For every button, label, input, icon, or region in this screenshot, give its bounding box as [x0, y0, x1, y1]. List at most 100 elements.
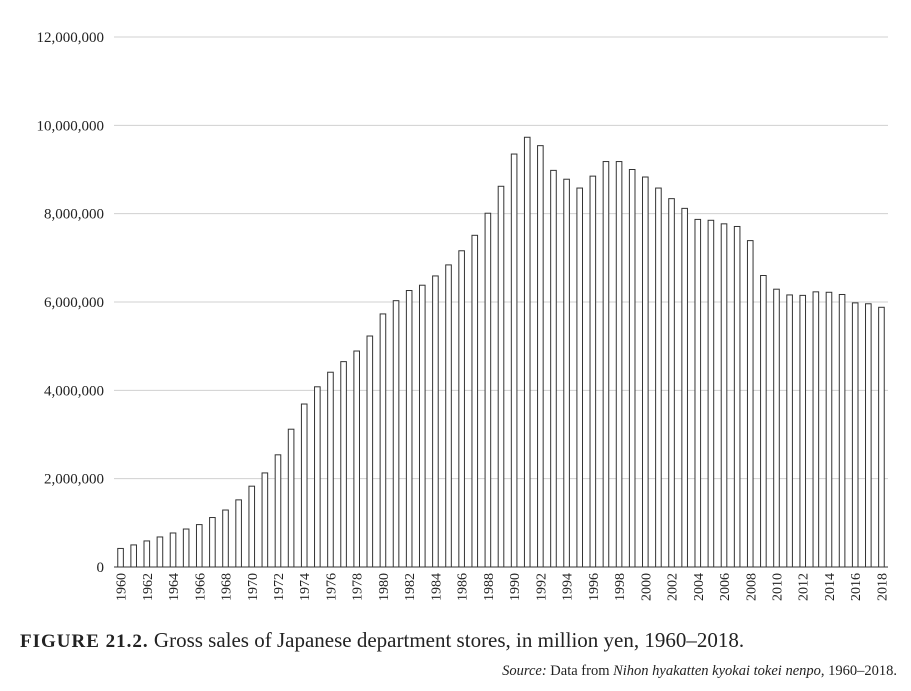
bar-1994 — [563, 178, 570, 568]
bar-1986 — [458, 250, 465, 568]
x-tick-label: 2012 — [797, 573, 812, 601]
bar-1998 — [615, 161, 623, 568]
bar-1985 — [445, 264, 452, 568]
bar-1990 — [510, 153, 518, 568]
x-tick-label: 1960 — [115, 573, 130, 601]
x-tick-label: 2004 — [692, 573, 707, 601]
bar-2005 — [707, 219, 715, 568]
bar-1988 — [484, 212, 492, 568]
x-axis-ticks: 1960 1962 1964 1966 1968 1970 1972 1974 1976 1978… — [115, 573, 891, 601]
x-tick-label: 1976 — [324, 573, 339, 601]
bar-1977 — [340, 361, 347, 568]
figure-caption: FIGURE 21.2. Gross sales of Japanese dep… — [20, 628, 900, 653]
bar-1974 — [300, 403, 308, 568]
bar-2015 — [838, 293, 846, 568]
y-tick-label: 12,000,000 — [37, 30, 105, 46]
y-tick-label: 10,000,000 — [37, 118, 105, 134]
x-tick-label: 2018 — [875, 573, 890, 601]
bar-1962 — [143, 540, 151, 568]
bar-1989 — [497, 185, 505, 568]
x-tick-label: 1968 — [220, 573, 235, 601]
y-axis-ticks: 0 2,000,000 4,000,000 6,000,000 8,000,000 10,… — [37, 30, 105, 576]
source-title: Nihon hyakatten kyokai tokei nenpo — [613, 663, 821, 679]
bar-1960 — [117, 547, 124, 568]
x-tick-label: 1970 — [246, 573, 261, 601]
bar-1993 — [550, 169, 557, 568]
bar-1965 — [182, 528, 190, 568]
bar-2001 — [655, 187, 662, 568]
y-tick-label: 8,000,000 — [44, 207, 104, 223]
figure-label: FIGURE 21.2. — [20, 631, 149, 652]
x-tick-label: 1974 — [298, 573, 313, 601]
bar-2004 — [694, 218, 702, 568]
x-tick-label: 2000 — [639, 573, 654, 601]
source-text-before: Data from — [550, 663, 610, 679]
bar-1978 — [353, 350, 360, 568]
x-tick-label: 1994 — [561, 573, 576, 601]
bar-1997 — [602, 161, 610, 568]
bar-2003 — [681, 207, 688, 568]
bar-1984 — [432, 275, 439, 568]
bar-1969 — [235, 499, 242, 568]
bar-1991 — [523, 136, 531, 568]
y-tick-label: 0 — [97, 560, 105, 576]
x-tick-label: 1984 — [429, 573, 444, 601]
x-tick-label: 1972 — [272, 573, 287, 601]
bar-1972 — [274, 454, 282, 568]
y-tick-label: 2,000,000 — [44, 472, 104, 488]
source-suffix: , 1960–2018. — [820, 663, 897, 679]
bar-2017 — [865, 303, 872, 568]
x-tick-label: 1988 — [482, 573, 497, 601]
bar-1973 — [287, 428, 295, 568]
y-tick-label: 4,000,000 — [44, 383, 104, 399]
x-tick-label: 1978 — [351, 573, 366, 601]
x-tick-label: 1998 — [613, 573, 628, 601]
bar-2010 — [773, 288, 780, 568]
source-note: Source: Data from Nihon hyakatten kyokai… — [502, 663, 897, 680]
bar-2011 — [786, 294, 793, 568]
bar-chart: 0 2,000,000 4,000,000 6,000,000 8,000,000 10,… — [37, 30, 891, 601]
bar-2007 — [733, 225, 741, 568]
bar-1995 — [576, 187, 584, 568]
y-tick-label: 6,000,000 — [44, 295, 104, 311]
bar-2012 — [799, 294, 807, 568]
x-tick-label: 2014 — [823, 573, 838, 601]
source-prefix: Source: — [502, 663, 547, 679]
bar-1980 — [379, 313, 387, 568]
bar-2016 — [851, 302, 859, 568]
x-tick-label: 2008 — [744, 573, 759, 601]
bar-2018 — [878, 306, 885, 568]
bar-2014 — [825, 291, 833, 568]
bar-1968 — [222, 509, 229, 568]
x-tick-label: 1980 — [377, 573, 392, 601]
bar-2006 — [720, 223, 728, 568]
bars — [117, 136, 885, 568]
x-tick-label: 2016 — [849, 573, 864, 601]
bar-1961 — [130, 544, 137, 568]
bar-1967 — [209, 517, 216, 568]
bar-1992 — [537, 145, 544, 568]
x-tick-label: 1964 — [167, 573, 182, 601]
bar-1971 — [261, 472, 269, 568]
bar-2013 — [812, 291, 820, 568]
bar-1983 — [418, 284, 426, 568]
bar-2009 — [760, 275, 767, 568]
bar-1981 — [392, 300, 400, 568]
x-tick-label: 2006 — [718, 573, 733, 601]
bar-1976 — [327, 371, 334, 568]
x-tick-label: 2002 — [666, 573, 681, 601]
x-tick-label: 1962 — [141, 573, 156, 601]
bar-2000 — [642, 176, 649, 568]
bar-1964 — [169, 532, 177, 568]
bar-1966 — [195, 524, 203, 568]
bar-1963 — [156, 536, 164, 568]
x-tick-label: 2010 — [770, 573, 785, 601]
bar-2008 — [746, 240, 754, 568]
bar-1996 — [589, 175, 597, 568]
figure-caption-text: Gross sales of Japanese department store… — [153, 628, 745, 652]
bar-1970 — [248, 485, 256, 568]
bar-2002 — [668, 198, 675, 568]
x-tick-label: 1982 — [403, 573, 418, 601]
x-tick-label: 1966 — [193, 573, 208, 601]
bar-1982 — [405, 290, 413, 568]
